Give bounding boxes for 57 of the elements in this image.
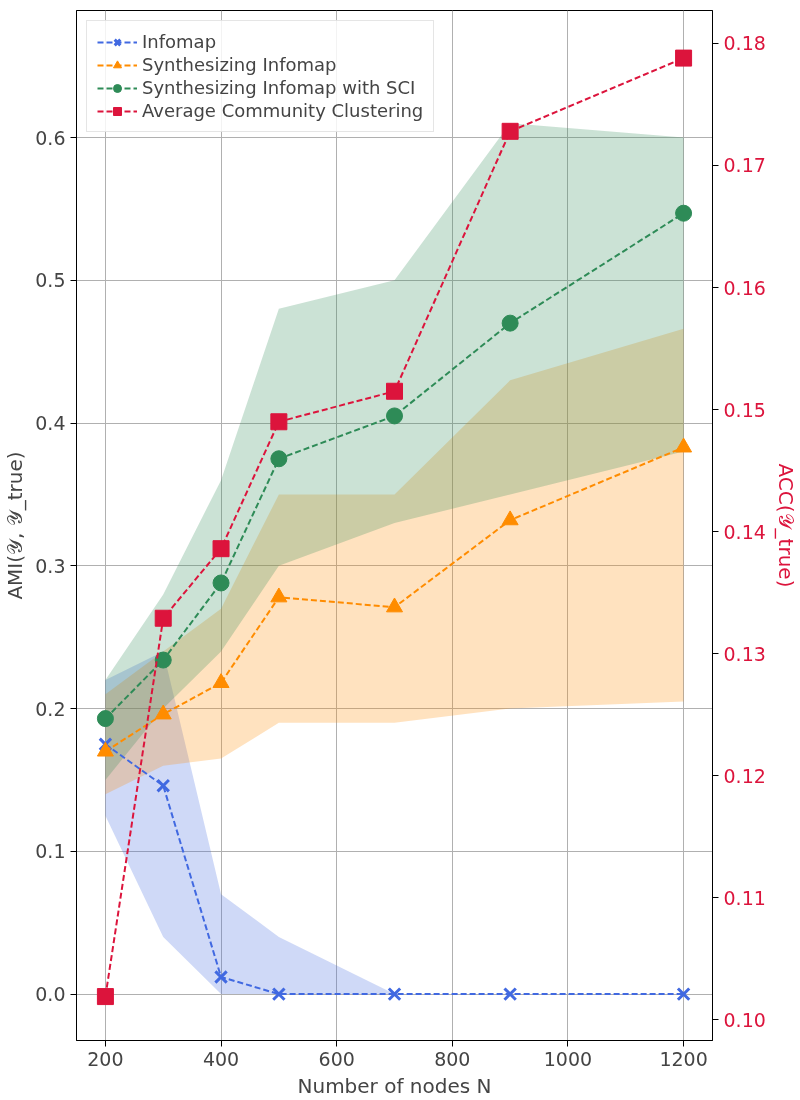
point (501, 314, 519, 332)
x-tick-label: 1000 (543, 1047, 593, 1070)
point (96, 710, 114, 728)
point (502, 986, 518, 1002)
y2-tick-label: 0.17 (723, 154, 766, 177)
point (386, 382, 403, 400)
legend-label: Synthesizing Infomap (142, 54, 337, 75)
point (675, 437, 693, 453)
y2-tick-label: 0.11 (723, 886, 766, 909)
point (675, 204, 693, 222)
point (154, 651, 172, 669)
point (501, 122, 519, 140)
y2-tick-label: 0.14 (723, 520, 766, 543)
point (96, 988, 114, 1006)
point (212, 540, 230, 558)
y-tick-label: 0.1 (35, 840, 66, 863)
point (154, 704, 172, 720)
x-tick-label: 800 (434, 1047, 471, 1070)
point (501, 510, 519, 526)
x-axis-title: Number of nodes N (297, 1073, 492, 1098)
x-tick-label: 200 (87, 1047, 124, 1070)
y2-tick-label: 0.18 (723, 32, 766, 55)
point (386, 407, 403, 425)
x-tick-label: 1200 (659, 1047, 708, 1070)
point (154, 609, 172, 627)
point (156, 778, 171, 793)
point (98, 737, 113, 752)
point (96, 741, 114, 757)
point (270, 450, 288, 468)
y2-tick-label: 0.16 (723, 276, 766, 299)
y-tick-label: 0.4 (35, 412, 66, 435)
y2-axis-title: ACC(𝒴_true) (773, 463, 798, 588)
point (212, 574, 230, 592)
point (212, 673, 230, 689)
y-axis-title: AMI(𝒴, 𝒴_true) (3, 451, 28, 600)
point (675, 49, 693, 67)
y-tick-label: 0.6 (35, 126, 66, 149)
y2-tick-label: 0.15 (723, 398, 766, 421)
y2-tick-label: 0.12 (723, 764, 766, 787)
x-tick-label: 400 (202, 1047, 240, 1070)
y-tick-label: 0.3 (35, 554, 66, 577)
x-tick-label: 600 (318, 1047, 355, 1070)
legend-label: Average Community Clustering (142, 100, 424, 121)
y-tick-label: 0.0 (35, 983, 66, 1006)
y2-tick-label: 0.13 (723, 642, 766, 665)
y-tick-label: 0.5 (35, 269, 66, 292)
point (386, 597, 403, 613)
legend-label: Synthesizing Infomap with SCI (142, 77, 416, 98)
point (270, 413, 288, 431)
y2-tick-label: 0.10 (723, 1008, 766, 1031)
point (213, 969, 229, 985)
point (387, 986, 402, 1002)
point (676, 986, 691, 1002)
y-tick-label: 0.2 (35, 697, 66, 720)
point (270, 587, 288, 603)
point (271, 986, 287, 1002)
legend-label: Infomap (142, 31, 217, 52)
